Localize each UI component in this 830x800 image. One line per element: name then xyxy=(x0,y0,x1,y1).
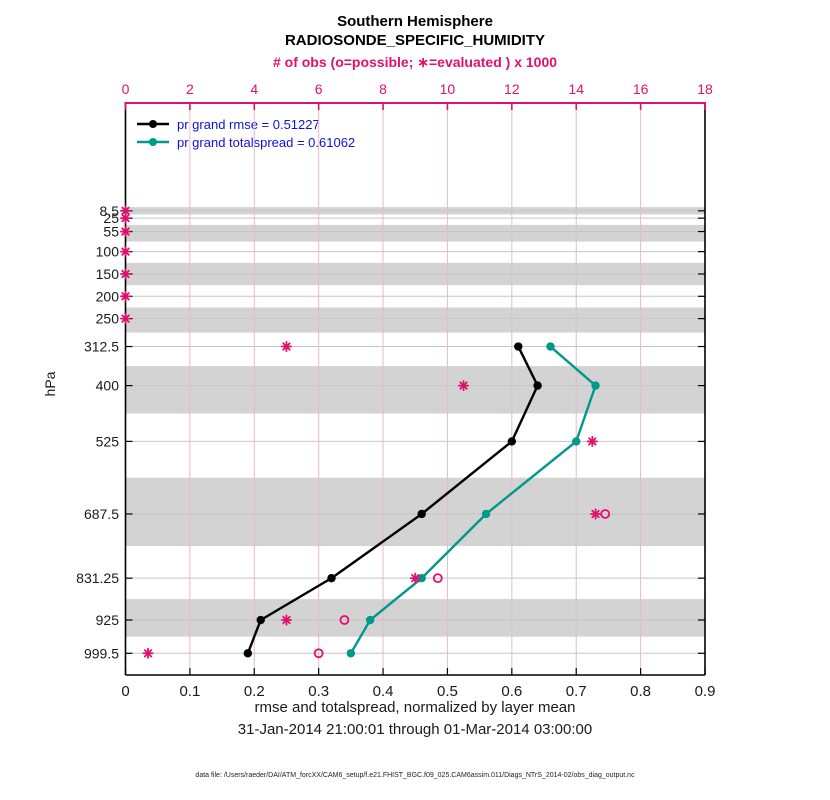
totalspread-point xyxy=(546,342,555,351)
y-axis-tick-label: 312.5 xyxy=(84,339,119,355)
rmse-point xyxy=(514,342,523,351)
evaluated-obs-marker xyxy=(120,313,132,325)
y-axis-tick-label: 400 xyxy=(96,378,120,394)
figure-subtitle: RADIOSONDE_SPECIFIC_HUMIDITY xyxy=(284,32,546,49)
asterisk-stroke xyxy=(282,342,291,351)
asterisk-stroke xyxy=(591,509,600,519)
bottom-axis-tick-label: 0.3 xyxy=(308,683,329,700)
totalspread-point xyxy=(481,509,491,519)
totalspread-point xyxy=(346,649,356,658)
date-range-label: 31-Jan-2014 21:00:01 through 01-Mar-2014… xyxy=(237,721,593,738)
evaluated-obs-marker xyxy=(280,341,292,353)
rmse-point xyxy=(417,509,426,519)
asterisk-stroke xyxy=(121,314,130,323)
asterisk-stroke xyxy=(143,649,153,658)
top-axis-label: # of obs (o=possible; ∗=evaluated ) x 10… xyxy=(272,54,558,70)
possible-obs-marker xyxy=(313,648,324,659)
rmse-point xyxy=(507,437,517,446)
asterisk-stroke xyxy=(588,437,597,446)
evaluated-obs-marker xyxy=(280,614,292,626)
layer-band xyxy=(125,599,705,637)
top-axis-tick-label: 10 xyxy=(440,81,456,97)
bottom-axis-tick-label: 0.2 xyxy=(244,683,265,700)
top-axis-tick-label: 16 xyxy=(633,81,649,97)
y-axis-tick-label: 250 xyxy=(96,311,120,327)
legend-label-rmse: pr grand rmse = 0.51227 xyxy=(177,116,320,132)
evaluated-obs-marker xyxy=(120,268,132,280)
layer-band xyxy=(125,224,705,242)
totalspread-legend-sample-icon xyxy=(137,138,169,146)
x-axis-label: rmse and totalspread, normalized by laye… xyxy=(254,699,576,716)
asterisk-stroke xyxy=(121,247,130,256)
top-axis-tick-label: 0 xyxy=(122,81,130,97)
evaluated-obs-marker xyxy=(590,508,602,520)
evaluated-obs-marker xyxy=(142,647,154,659)
bottom-axis-tick-label: 0 xyxy=(121,683,129,700)
y-axis-tick-label: 525 xyxy=(96,433,120,449)
legend-item-totalspread: pr grand totalspread = 0.61062 xyxy=(136,133,355,151)
y-axis-tick-label: 200 xyxy=(96,288,120,304)
y-axis-tick-label: 100 xyxy=(96,244,120,260)
y-axis-tick-label: 687.5 xyxy=(84,506,119,522)
legend: pr grand rmse = 0.51227 pr grand totalsp… xyxy=(136,115,355,151)
top-axis-tick-label: 2 xyxy=(186,81,194,97)
asterisk-stroke xyxy=(411,574,420,583)
evaluated-obs-marker xyxy=(586,435,598,447)
asterisk-stroke xyxy=(121,292,130,301)
evaluated-obs-marker xyxy=(120,226,132,238)
layer-band xyxy=(125,307,705,333)
top-axis-tick-label: 6 xyxy=(315,81,323,97)
totalspread-point xyxy=(572,437,581,446)
asterisk-stroke xyxy=(121,214,130,223)
bottom-axis-tick-label: 0.8 xyxy=(630,683,651,700)
top-axis-tick-label: 8 xyxy=(379,81,387,97)
totalspread-point xyxy=(417,573,426,583)
totalspread-point xyxy=(365,615,375,625)
evaluated-obs-marker xyxy=(120,290,132,302)
rmse-point xyxy=(243,649,253,658)
totalspread-point xyxy=(591,381,600,390)
rmse-point xyxy=(256,615,265,625)
asterisk-stroke xyxy=(121,227,130,236)
top-axis-tick-label: 14 xyxy=(568,81,584,97)
top-axis-tick-label: 4 xyxy=(250,81,258,97)
y-axis-tick-label: 150 xyxy=(96,266,120,282)
rmse-point xyxy=(533,381,542,390)
y-axis-tick-label: 25 xyxy=(103,210,119,226)
y-axis-tick-label: 999.5 xyxy=(84,645,119,661)
possible-obs-marker xyxy=(339,615,350,625)
asterisk-stroke xyxy=(282,615,291,625)
evaluated-obs-marker xyxy=(120,246,132,258)
evaluated-obs-marker xyxy=(120,212,132,224)
asterisk-stroke xyxy=(459,381,468,390)
figure-title: Southern Hemisphere xyxy=(337,13,493,30)
possible-obs-marker xyxy=(432,573,443,584)
layer-band xyxy=(125,366,705,414)
top-axis-tick-label: 12 xyxy=(504,81,520,97)
evaluated-obs-marker xyxy=(409,572,421,584)
asterisk-stroke xyxy=(121,206,130,215)
y-axis-tick-label: 55 xyxy=(103,224,119,240)
bottom-axis-tick-label: 0.4 xyxy=(373,683,394,700)
evaluated-obs-marker xyxy=(458,380,470,392)
layer-band xyxy=(125,477,705,547)
rmse-point xyxy=(327,573,336,583)
bottom-axis-tick-label: 0.6 xyxy=(501,683,522,700)
bottom-axis-tick-label: 0.1 xyxy=(179,683,200,700)
rmse-legend-sample-icon xyxy=(137,120,169,128)
data-file-path: data file: /Users/raeder/DAI/ATM_forcXX/… xyxy=(195,772,635,779)
legend-label-totalspread: pr grand totalspread = 0.61062 xyxy=(177,134,356,150)
y-axis-tick-label: 925 xyxy=(96,612,120,628)
y-axis-tick-label: 8.5 xyxy=(100,203,120,219)
possible-obs-marker xyxy=(600,509,611,519)
bottom-axis-tick-label: 0.9 xyxy=(695,683,716,700)
asterisk-stroke xyxy=(121,269,130,279)
bottom-axis-tick-label: 0.7 xyxy=(566,683,587,700)
legend-item-rmse: pr grand rmse = 0.51227 xyxy=(136,115,355,133)
y-axis-tick-label: 831.25 xyxy=(76,570,119,586)
top-axis-tick-label: 18 xyxy=(697,81,713,97)
bottom-axis-tick-label: 0.5 xyxy=(437,683,458,700)
